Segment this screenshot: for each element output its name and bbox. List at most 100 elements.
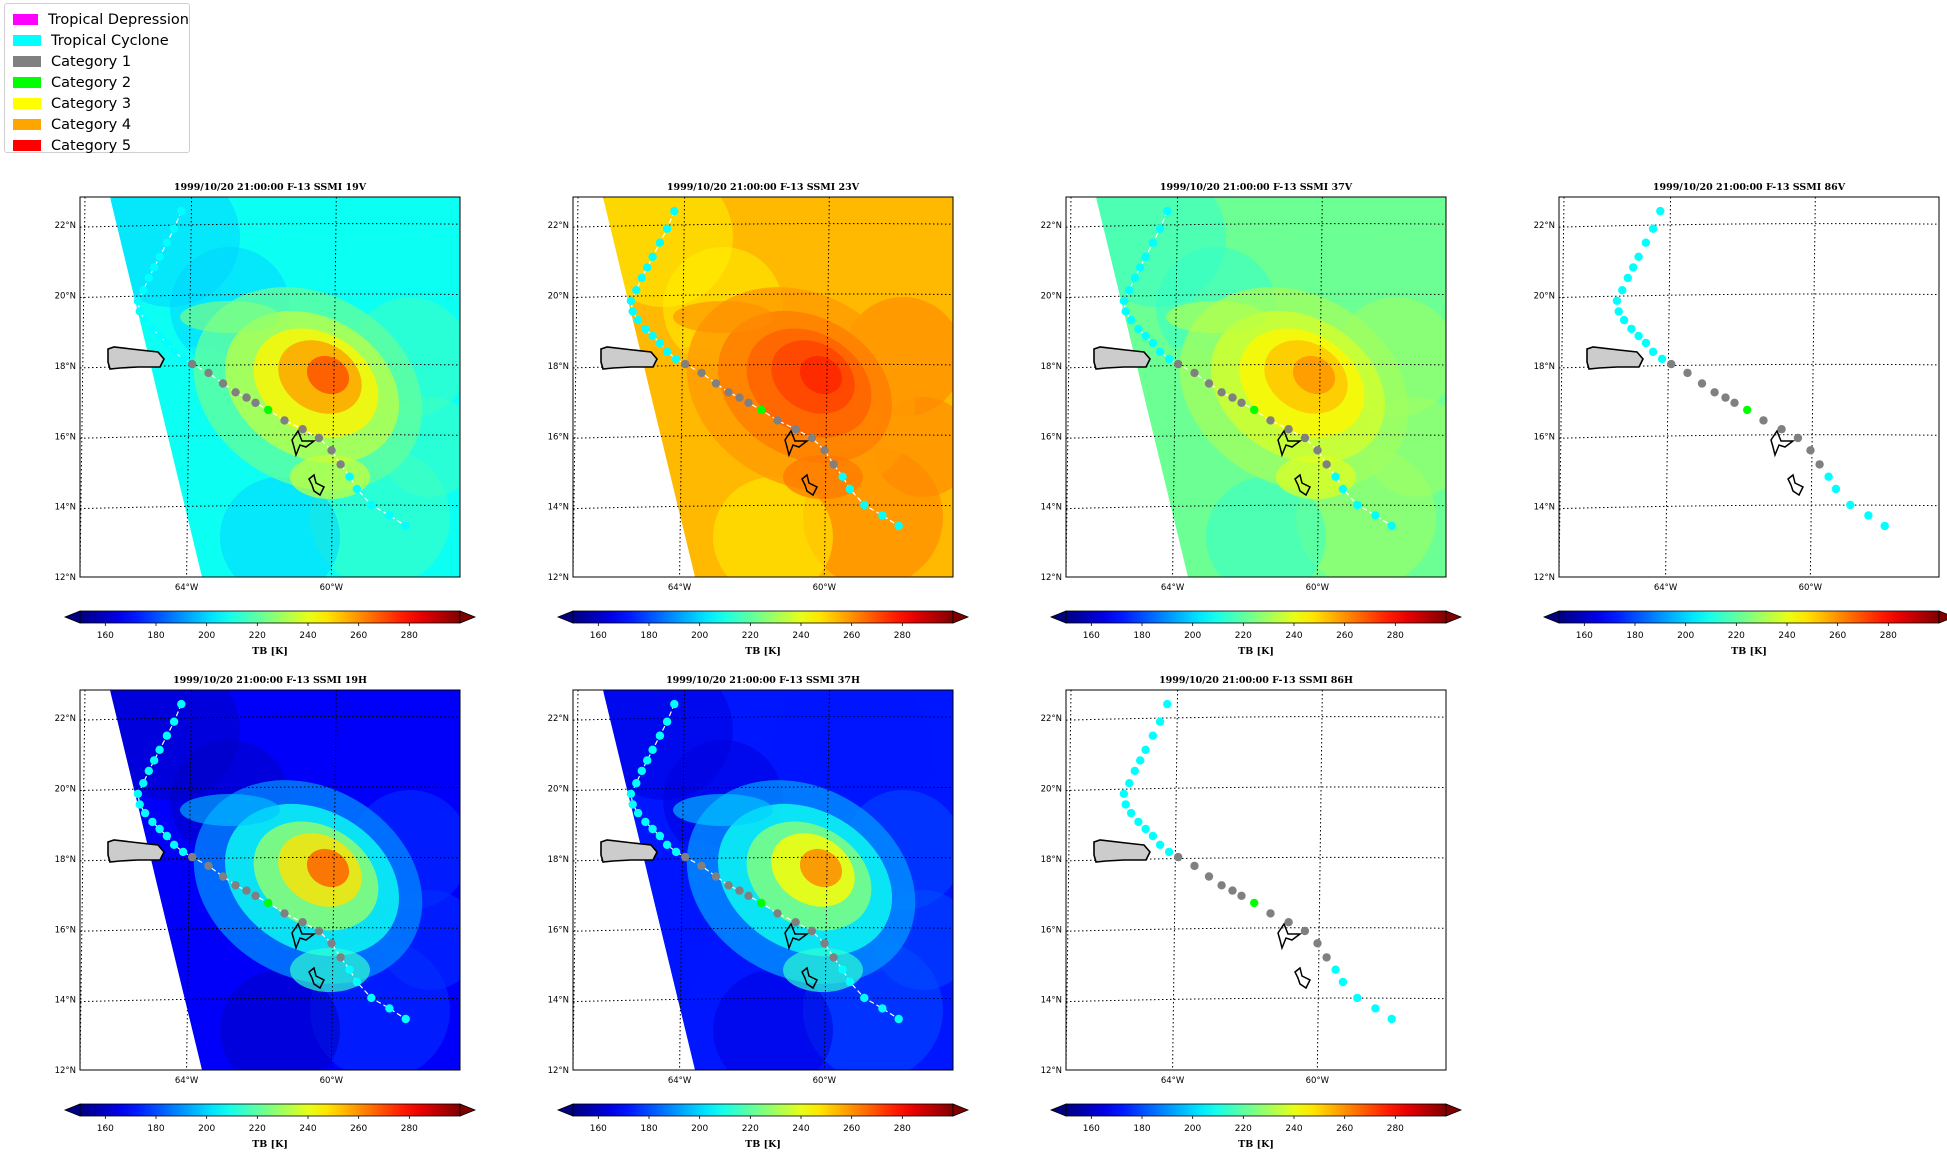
- colorbar-high-extension: [459, 610, 477, 624]
- latitude-gridline: [1558, 223, 1940, 228]
- colorbar: 160 180 200 220 240 260 280 TB [K]: [1049, 1103, 1463, 1150]
- track-point: [280, 909, 289, 918]
- track-point: [670, 699, 679, 709]
- island-landmass: [1277, 922, 1303, 951]
- track-point: [169, 717, 179, 726]
- track-point: [204, 861, 213, 871]
- latitude-gridline: [1065, 716, 1447, 721]
- colorbar-gradient: [1558, 610, 1940, 624]
- colorbar: 160 180 200 220 240 260 280 TB [K]: [1049, 610, 1463, 657]
- track-point: [744, 398, 753, 407]
- track-point: [735, 393, 744, 402]
- panel-title: 1999/10/20 21:00:00 F-13 SSMI 23V: [667, 182, 860, 193]
- longitude-tick-label: 60°W: [1306, 1076, 1330, 1086]
- track-point: [150, 756, 159, 765]
- latitude-tick-label: 20°N: [1534, 292, 1555, 302]
- latitude-tick-label: 12°N: [548, 573, 569, 583]
- longitude-tick-label: 64°W: [1161, 583, 1185, 593]
- colorbar-tick-label: 260: [1336, 631, 1353, 641]
- island-landmass: [1770, 429, 1796, 458]
- track-point: [845, 484, 855, 494]
- latitude-tick-label: 16°N: [1041, 432, 1062, 442]
- colorbar-label: TB [K]: [252, 646, 288, 657]
- map-panel-37h: 1999/10/20 21:00:00 F-13 SSMI 37H 22°N 20°…: [548, 675, 970, 1150]
- track-point: [1228, 393, 1237, 402]
- track-point: [1141, 331, 1150, 341]
- track-point: [1250, 898, 1259, 908]
- track-point: [150, 263, 159, 272]
- latitude-tick-label: 14°N: [548, 503, 569, 513]
- longitude-gridline: [1172, 689, 1179, 1071]
- track-point: [1656, 206, 1665, 216]
- track-point: [177, 699, 186, 709]
- map-panel-86v: 1999/10/20 21:00:00 F-13 SSMI 86V 22°N 20°…: [1534, 182, 1947, 657]
- latitude-gridline: [79, 293, 461, 299]
- track-point: [1683, 368, 1692, 378]
- legend-label: Category 2: [51, 74, 132, 91]
- track-point: [385, 1004, 394, 1013]
- track-point: [162, 831, 172, 841]
- latitude-tick-label: 16°N: [55, 432, 76, 442]
- longitude-gridline: [1665, 196, 1672, 578]
- track-point: [711, 872, 721, 881]
- latitude-gridline: [572, 927, 954, 932]
- latitude-gridline: [79, 786, 461, 792]
- colorbar-tick-label: 160: [97, 1124, 114, 1134]
- legend-swatch: [13, 35, 41, 46]
- track-point: [662, 224, 672, 233]
- brightness-temperature-field: [110, 690, 460, 1070]
- track-point: [1119, 296, 1129, 305]
- track-point: [838, 472, 847, 481]
- track-point: [1641, 238, 1651, 247]
- track-point: [1174, 852, 1183, 862]
- longitude-tick-label: 60°W: [1799, 583, 1823, 593]
- track-point: [155, 824, 164, 834]
- colorbar-tick-label: 260: [1829, 631, 1846, 641]
- latitude-gridline: [1065, 786, 1447, 792]
- track-point: [1125, 779, 1134, 788]
- track-point: [641, 817, 650, 827]
- colorbar: 160 180 200 220 240 260 280 TB [K]: [556, 1103, 970, 1150]
- track-point: [1300, 926, 1310, 936]
- track-point: [218, 379, 228, 388]
- track-point: [735, 886, 744, 895]
- colorbar-tick-label: 240: [1285, 1124, 1302, 1134]
- longitude-tick-label: 60°W: [813, 583, 837, 593]
- track-point: [1824, 472, 1833, 481]
- island-landmass: [1277, 429, 1303, 458]
- track-point: [1353, 500, 1362, 510]
- track-point: [135, 307, 144, 316]
- colorbar-tick-label: 240: [792, 631, 809, 641]
- latitude-tick-label: 20°N: [548, 785, 569, 795]
- track-point: [1793, 433, 1803, 443]
- track-point: [231, 388, 240, 397]
- colorbar-tick-label: 280: [401, 1124, 418, 1134]
- track-point: [641, 324, 650, 334]
- map-frame: [572, 196, 954, 578]
- track-point: [838, 965, 847, 974]
- longitude-tick-label: 60°W: [320, 583, 344, 593]
- latitude-gridline: [572, 786, 954, 792]
- track-point: [670, 206, 679, 216]
- track-point: [1204, 379, 1214, 388]
- track-point: [242, 886, 251, 895]
- latitude-gridline: [572, 434, 954, 439]
- latitude-gridline: [572, 716, 954, 721]
- colorbar-label: TB [K]: [745, 646, 781, 657]
- latitude-tick-label: 22°N: [548, 714, 569, 724]
- track-point: [133, 789, 143, 798]
- track-point: [1204, 872, 1214, 881]
- colorbar-tick-label: 220: [249, 631, 266, 641]
- track-point: [1163, 699, 1172, 709]
- track-point: [671, 847, 681, 857]
- latitude-gridline: [1065, 293, 1447, 299]
- track-point: [169, 224, 179, 233]
- longitude-gridline: [1065, 196, 1072, 578]
- island-landmass: [308, 966, 326, 990]
- legend-label: Category 1: [51, 53, 132, 70]
- latitude-tick-label: 18°N: [548, 855, 569, 865]
- longitude-tick-label: 60°W: [813, 1076, 837, 1086]
- track-point: [178, 847, 188, 857]
- colorbar-label: TB [K]: [252, 1139, 288, 1150]
- track-point: [894, 521, 903, 531]
